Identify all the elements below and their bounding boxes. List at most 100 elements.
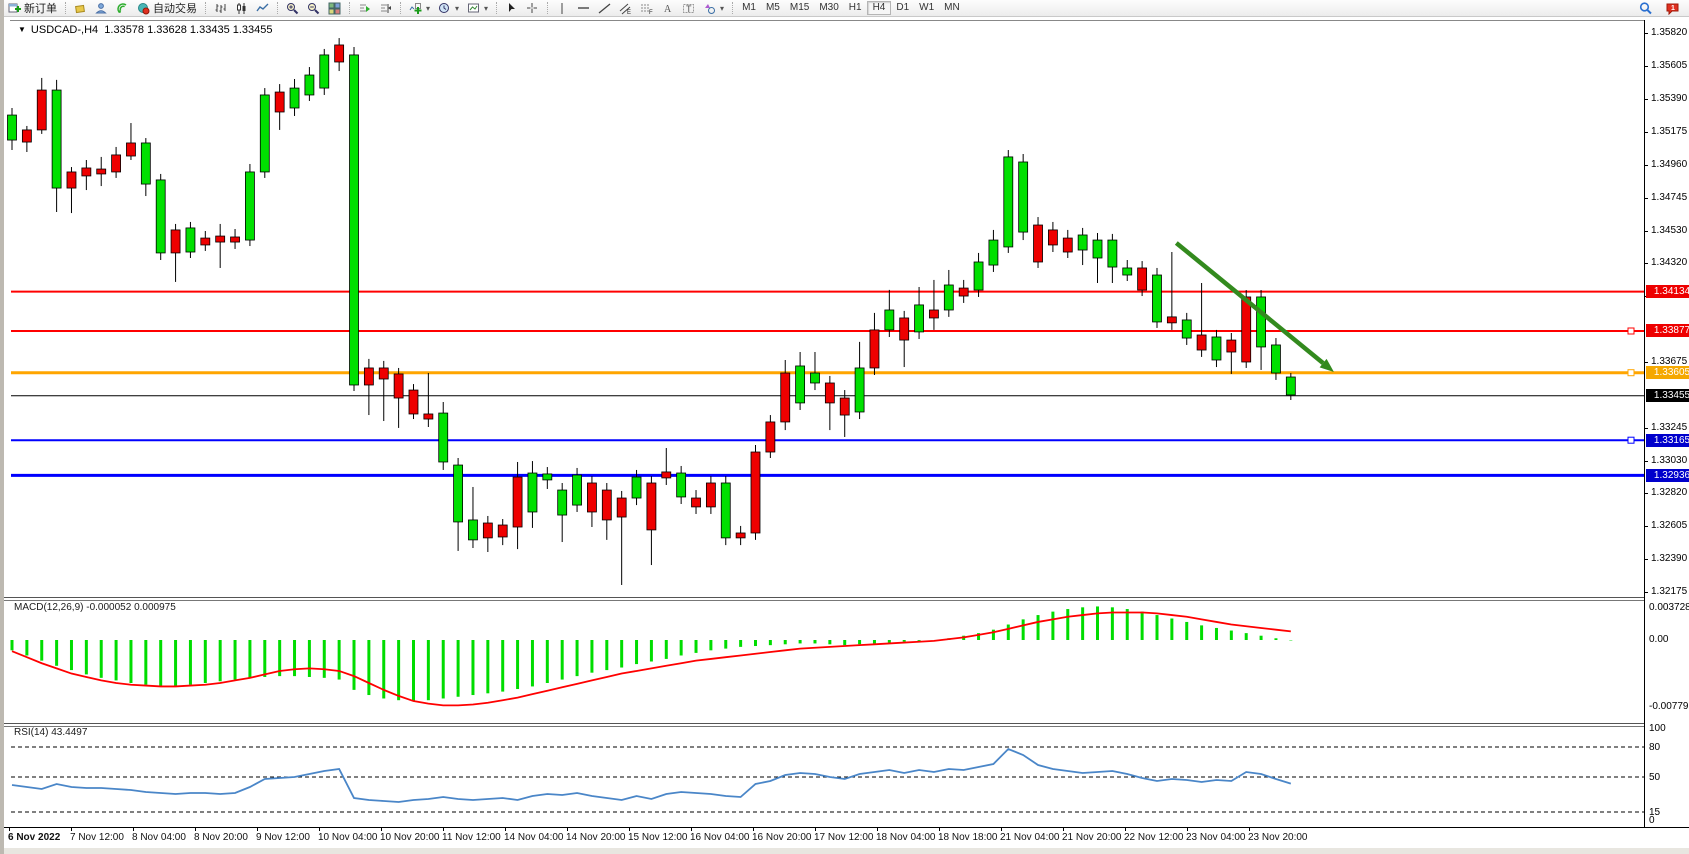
trend-arrow[interactable]: [1174, 241, 1334, 372]
styles-button[interactable]: [70, 1, 91, 16]
candle-body: [349, 54, 359, 386]
price-tick-label: 1.33030: [1651, 454, 1688, 466]
candle-body: [542, 473, 553, 481]
crosshair-button[interactable]: [522, 1, 543, 16]
candle-body: [1241, 296, 1252, 363]
pane-separator[interactable]: [4, 723, 1644, 727]
signals-button[interactable]: [112, 1, 133, 16]
timeframe-mn-button[interactable]: MN: [944, 2, 960, 13]
timeframe-h4-button[interactable]: H4: [866, 1, 892, 15]
macd-axis-label: 0.00: [1649, 634, 1669, 645]
autotrading-button[interactable]: 自动交易: [133, 1, 201, 16]
profile-icon: [95, 2, 108, 15]
timeframe-d1-button[interactable]: D1: [896, 2, 910, 13]
svg-text:T: T: [686, 4, 692, 14]
trendline-button[interactable]: [594, 1, 615, 16]
time-axis-label: 23 Nov 04:00: [1186, 832, 1246, 843]
line-anchor-handle[interactable]: [1627, 369, 1635, 377]
notifications-button[interactable]: 1: [1662, 1, 1683, 16]
price-tick-mark: [1644, 263, 1648, 265]
time-axis-label: 8 Nov 20:00: [194, 832, 248, 843]
equidistant-channel-button[interactable]: E: [615, 1, 636, 16]
new-order-button[interactable]: 新订单: [4, 1, 61, 16]
svg-text:E: E: [627, 10, 631, 15]
price-tick-mark: [1644, 526, 1648, 528]
rsi-axis-label: 80: [1649, 742, 1661, 753]
candle-body: [720, 482, 731, 539]
macd-signal-line: [11, 611, 1291, 707]
chart-shift-button[interactable]: [375, 1, 396, 16]
chevron-down-icon[interactable]: ▼: [18, 25, 26, 34]
candle-body: [1152, 274, 1162, 323]
price-tick-mark: [1644, 361, 1648, 363]
zoom-in-button[interactable]: [282, 1, 303, 16]
macd-pane-canvas[interactable]: [4, 599, 1644, 723]
candle-body: [468, 519, 478, 541]
text-label-button[interactable]: T: [678, 1, 699, 16]
timeframe-w1-button[interactable]: W1: [919, 2, 935, 13]
rsi-pane-canvas[interactable]: [4, 725, 1644, 827]
timeframe-m1-button[interactable]: M1: [742, 2, 756, 13]
pane-separator[interactable]: [4, 597, 1644, 601]
candlestick-button[interactable]: [231, 1, 252, 16]
candle-body: [408, 389, 419, 415]
text-icon: A: [661, 2, 674, 15]
candle-body: [1137, 267, 1148, 291]
time-axis-label: 18 Nov 18:00: [938, 832, 998, 843]
chevron-down-icon: ▾: [455, 3, 460, 13]
rsi-axis-label: 15: [1649, 807, 1661, 818]
timeframe-h1-button[interactable]: H1: [848, 2, 862, 13]
timeframe-m30-button[interactable]: M30: [819, 2, 839, 13]
candle-body: [750, 451, 761, 534]
bar-chart-button[interactable]: [210, 1, 231, 16]
search-button[interactable]: [1635, 1, 1656, 16]
candle-body: [304, 74, 315, 96]
price-tick-mark: [1644, 460, 1648, 462]
time-tick-mark: [71, 828, 72, 831]
candle-body: [1003, 156, 1014, 248]
candle-body: [616, 497, 627, 518]
line-anchor-handle[interactable]: [1627, 327, 1635, 335]
line-anchor-handle[interactable]: [1627, 436, 1635, 444]
tile-windows-button[interactable]: [324, 1, 345, 16]
vertical-line-button[interactable]: [552, 1, 573, 16]
candle-body: [705, 482, 716, 508]
horizontal-line-button[interactable]: [573, 1, 594, 16]
price-tick-mark: [1644, 98, 1648, 100]
time-axis-label: 10 Nov 20:00: [380, 832, 440, 843]
macd-label: MACD(12,26,9) -0.000052 0.000975: [14, 602, 176, 613]
cursor-button[interactable]: [501, 1, 522, 16]
svg-text:1: 1: [1671, 5, 1675, 12]
zoom-out-button[interactable]: [303, 1, 324, 16]
shapes-button[interactable]: ▾: [699, 1, 728, 16]
time-axis-label: 11 Nov 12:00: [442, 832, 501, 843]
time-axis-label: 21 Nov 20:00: [1062, 832, 1122, 843]
main-chart-canvas[interactable]: [4, 20, 1644, 597]
price-level-badge: 1.33605: [1646, 366, 1689, 380]
candle-body: [393, 373, 404, 399]
candle-body: [527, 472, 538, 513]
timeframe-m5-button[interactable]: M5: [765, 2, 780, 13]
auto-scroll-button[interactable]: [354, 1, 375, 16]
text-button[interactable]: A: [657, 1, 678, 16]
candle-body: [245, 171, 255, 241]
candle-body: [869, 329, 880, 369]
candle-body: [1062, 237, 1073, 253]
equidistant-channel-icon: E: [619, 2, 632, 15]
line-chart-button[interactable]: [252, 1, 273, 16]
fibonacci-button[interactable]: F: [636, 1, 657, 16]
timeframe-m15-button[interactable]: M15: [789, 2, 810, 13]
price-tick-mark: [1644, 559, 1648, 561]
candle-body: [958, 287, 969, 297]
templates-button[interactable]: ▾: [463, 1, 492, 16]
time-tick-mark: [195, 828, 196, 831]
market-watch-button[interactable]: [91, 1, 112, 16]
periods-button[interactable]: ▾: [434, 1, 463, 16]
time-axis[interactable]: 6 Nov 2022 7 Nov 12:00 8 Nov 04:00 8 Nov 20…: [4, 827, 1689, 848]
price-tick-mark: [1644, 131, 1648, 133]
indicators-button[interactable]: ▾: [405, 1, 434, 16]
price-tick-label: 1.33245: [1651, 421, 1688, 433]
candle-body: [7, 114, 17, 141]
rsi-axis-label: 100: [1649, 723, 1666, 734]
price-level-badge: 1.32936: [1646, 468, 1689, 482]
